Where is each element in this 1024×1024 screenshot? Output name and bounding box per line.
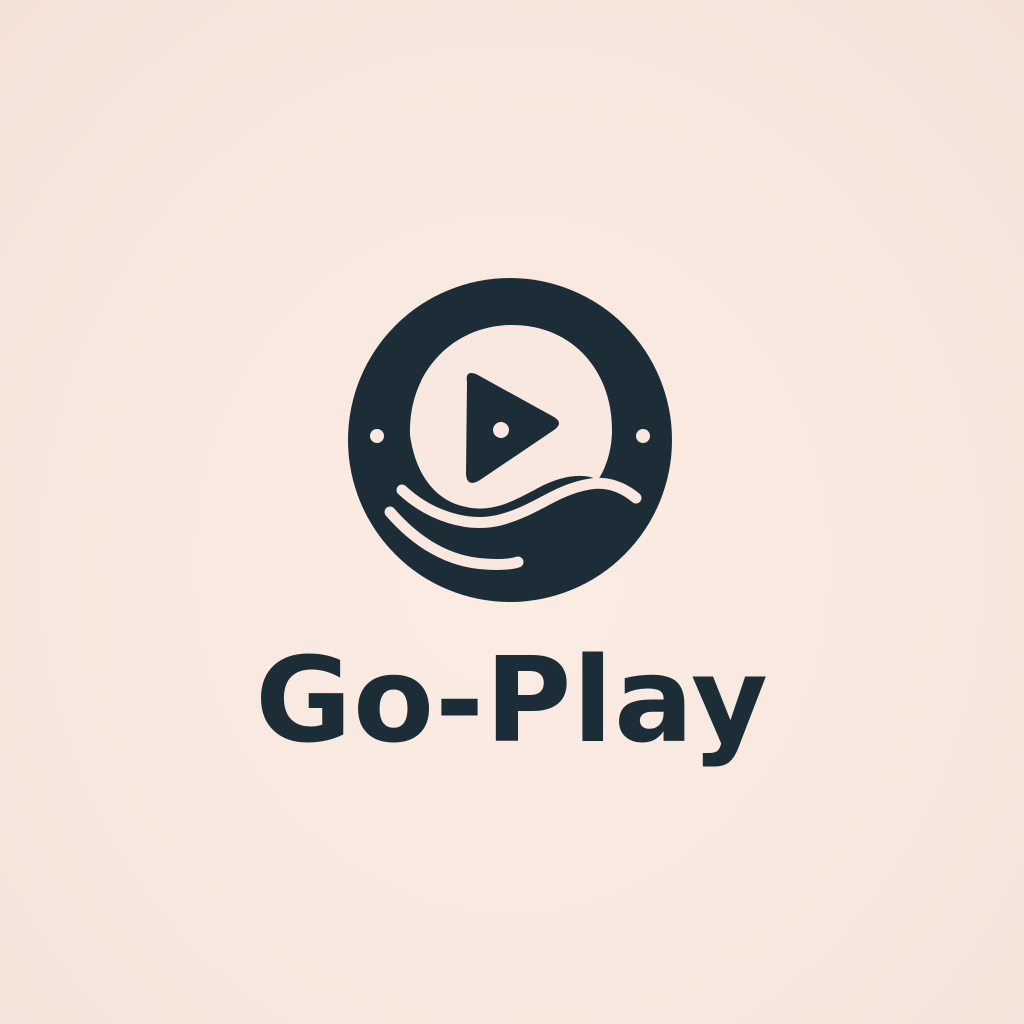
lower-wave-line-shape (384, 506, 524, 570)
play-button-wave-logo-icon (348, 278, 672, 602)
upper-wave-line-shape (396, 477, 642, 528)
left-dot-shape (370, 429, 384, 443)
right-dot-shape (636, 429, 650, 443)
brand-wordmark: Go-Play (255, 631, 769, 769)
play-center-dot-shape (493, 422, 509, 438)
play-triangle-shape (466, 373, 559, 483)
